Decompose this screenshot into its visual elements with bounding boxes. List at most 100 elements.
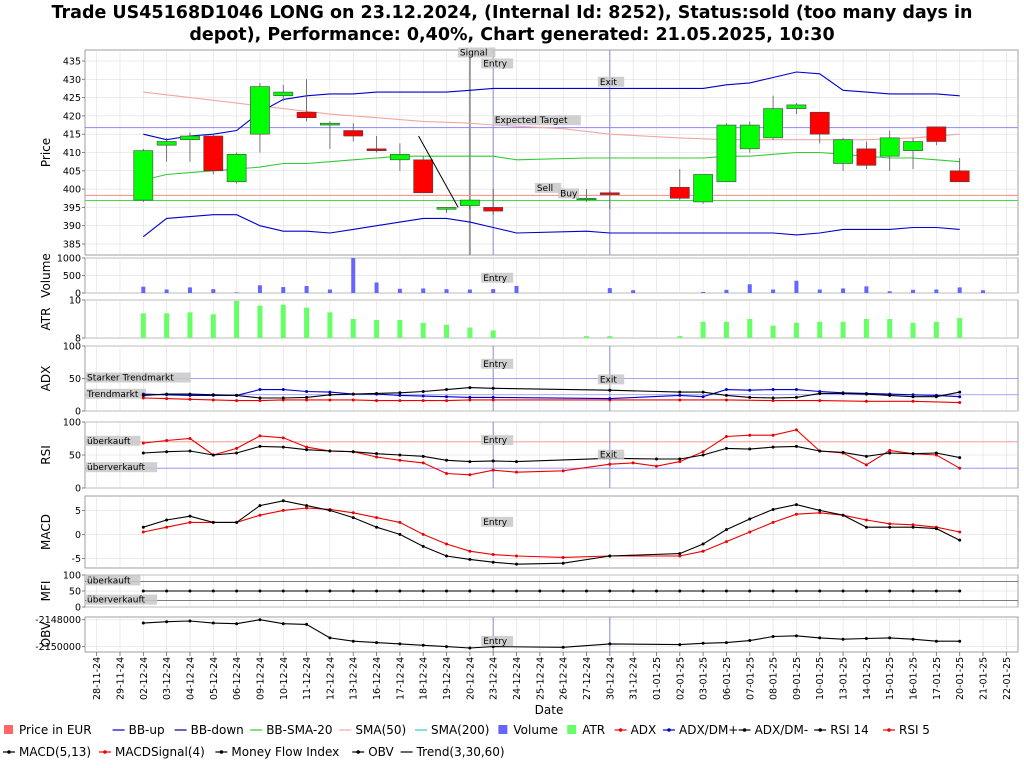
mfi-line-point bbox=[608, 589, 612, 593]
volume-annotation: Entry bbox=[483, 274, 508, 284]
dm-minus-line-point bbox=[491, 386, 495, 390]
rsi14-line-point bbox=[375, 452, 379, 456]
price-annotation: Buy bbox=[560, 189, 578, 199]
volume-bar bbox=[351, 258, 356, 293]
mfi-line-point bbox=[701, 589, 705, 593]
rsi5-line-point bbox=[608, 462, 612, 466]
candle-body bbox=[716, 124, 737, 183]
y-tick-label: 0 bbox=[75, 407, 81, 418]
legend-label: BB-SMA-20 bbox=[266, 723, 332, 737]
candle-body bbox=[483, 207, 504, 212]
rsi14-line-point bbox=[841, 450, 845, 454]
candle-body bbox=[786, 104, 807, 109]
dm-plus-line-point bbox=[748, 388, 752, 392]
mfi-line-point bbox=[631, 589, 635, 593]
obv-line-point bbox=[375, 641, 379, 645]
rsi5-line-point bbox=[235, 446, 239, 450]
candle-body bbox=[763, 108, 783, 139]
x-tick-label: 16-01-25 bbox=[909, 657, 920, 700]
legend-label: BB-down bbox=[191, 723, 244, 737]
mfi-line-point bbox=[654, 589, 658, 593]
rsi14-line-point bbox=[678, 457, 682, 461]
adx-line-point bbox=[328, 398, 332, 402]
x-tick-label: 01-01-25 bbox=[652, 657, 663, 700]
candle-body bbox=[856, 148, 877, 166]
dm-minus-line-point bbox=[258, 396, 262, 400]
adx-threshold-label: Starker Trendmarkt bbox=[87, 374, 174, 384]
x-tick-label: 03-12-24 bbox=[162, 657, 173, 700]
adx-line-point bbox=[375, 399, 379, 403]
candle-body bbox=[366, 148, 387, 151]
macd-line-point bbox=[188, 514, 192, 518]
x-tick-label: 25-12-24 bbox=[535, 657, 546, 700]
x-tick-label: 28-11-24 bbox=[92, 657, 103, 700]
x-tick-label: 08-01-25 bbox=[769, 657, 780, 700]
rsi14-line-point bbox=[958, 456, 962, 460]
adx-line-point bbox=[258, 399, 262, 403]
candle-body bbox=[739, 124, 760, 150]
legend-swatch bbox=[567, 725, 577, 734]
y-tick-label: 100 bbox=[63, 571, 81, 582]
atr-bar bbox=[793, 322, 799, 338]
adx-line-point bbox=[864, 399, 868, 403]
rsi14-line-point bbox=[468, 460, 472, 464]
dm-plus-line-point bbox=[794, 388, 798, 392]
macd-line-point bbox=[281, 499, 285, 503]
x-tick-label: 18-12-24 bbox=[419, 657, 430, 700]
macd-signal-line-point bbox=[421, 532, 425, 536]
candle-body bbox=[926, 126, 947, 142]
dm-minus-line-point bbox=[794, 395, 798, 399]
volume-bar bbox=[841, 288, 846, 293]
candle-body bbox=[903, 141, 923, 151]
price-annotation-bg bbox=[558, 188, 579, 199]
macd-line-point bbox=[771, 507, 775, 511]
mfi-line-point bbox=[491, 589, 495, 593]
macd-line-point bbox=[258, 504, 262, 508]
volume-bar bbox=[607, 288, 612, 293]
rsi5-line-point bbox=[375, 455, 379, 459]
x-tick-label: 27-12-24 bbox=[582, 657, 593, 700]
legend-swatch-dot bbox=[818, 728, 822, 732]
y-tick-label: 390 bbox=[63, 221, 81, 232]
x-tick-label: 10-12-24 bbox=[279, 657, 290, 700]
legend-swatch-dot bbox=[667, 728, 671, 732]
candle-body bbox=[320, 122, 340, 126]
mfi-line-point bbox=[235, 589, 239, 593]
macd-signal-line-point bbox=[445, 542, 449, 546]
rsi5-line-point bbox=[631, 461, 635, 465]
volume-bar bbox=[887, 291, 892, 293]
dm-minus-line-point bbox=[818, 391, 822, 395]
candle-body bbox=[599, 192, 620, 195]
chart-title-line1: Trade US45168D1046 LONG on 23.12.2024, (… bbox=[51, 3, 972, 23]
dm-minus-line-point bbox=[911, 395, 915, 399]
y-tick-label: 500 bbox=[63, 271, 81, 282]
atr-bar bbox=[700, 321, 706, 338]
candle-body bbox=[436, 207, 457, 210]
rsi14-line-point bbox=[888, 451, 892, 455]
macd-line-point bbox=[211, 520, 215, 524]
indicator-panels: 385 390 395 400 405 410 415 420 425 430 435 Price Si… bbox=[35, 47, 1019, 653]
dm-minus-line-point bbox=[165, 392, 169, 396]
rsi14-line-point bbox=[748, 447, 752, 451]
dm-plus-line-point bbox=[398, 393, 402, 397]
adx-line-point bbox=[305, 398, 309, 402]
rsi5-line-point bbox=[561, 469, 565, 473]
candle-body bbox=[413, 159, 434, 194]
atr-bar bbox=[350, 319, 356, 338]
adx-line-point bbox=[165, 397, 169, 401]
rsi14-line-point bbox=[794, 444, 798, 448]
volume-bar bbox=[141, 286, 146, 293]
rsi14-line-point bbox=[491, 459, 495, 463]
bb-down-line bbox=[142, 214, 960, 238]
mfi-line-point bbox=[305, 589, 309, 593]
macd-line-point bbox=[701, 542, 705, 546]
macd-line-point bbox=[911, 525, 915, 529]
atr-bar bbox=[304, 307, 310, 338]
dm-minus-line-point bbox=[958, 390, 962, 394]
x-tick-label: 03-01-25 bbox=[699, 657, 710, 700]
y-tick-label: 100 bbox=[63, 342, 81, 353]
macd-signal-line-point bbox=[911, 523, 915, 527]
macd-line-point bbox=[375, 525, 379, 529]
legend-label: ADX/DM+ bbox=[679, 723, 738, 737]
panel-ylabel: RSI bbox=[39, 445, 53, 465]
